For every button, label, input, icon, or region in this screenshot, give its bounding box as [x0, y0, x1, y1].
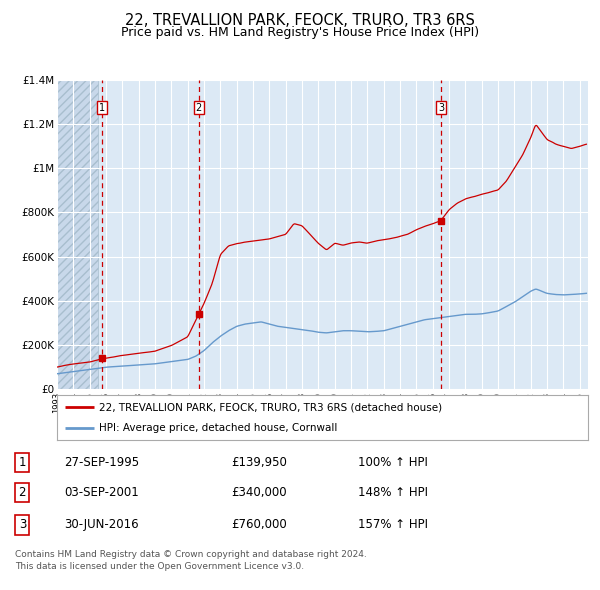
Text: 1: 1: [19, 456, 26, 469]
Text: 22, TREVALLION PARK, FEOCK, TRURO, TR3 6RS (detached house): 22, TREVALLION PARK, FEOCK, TRURO, TR3 6…: [100, 402, 443, 412]
Text: Contains HM Land Registry data © Crown copyright and database right 2024.
This d: Contains HM Land Registry data © Crown c…: [15, 550, 367, 571]
Text: £760,000: £760,000: [231, 518, 287, 531]
Text: HPI: Average price, detached house, Cornwall: HPI: Average price, detached house, Corn…: [100, 422, 338, 432]
Text: 148% ↑ HPI: 148% ↑ HPI: [358, 486, 428, 499]
Text: 2: 2: [19, 486, 26, 499]
Text: 27-SEP-1995: 27-SEP-1995: [64, 456, 139, 469]
Bar: [57, 80, 98, 389]
Text: 100% ↑ HPI: 100% ↑ HPI: [358, 456, 427, 469]
Text: 22, TREVALLION PARK, FEOCK, TRURO, TR3 6RS: 22, TREVALLION PARK, FEOCK, TRURO, TR3 6…: [125, 13, 475, 28]
Text: 1: 1: [99, 103, 105, 113]
Text: £340,000: £340,000: [231, 486, 287, 499]
Text: 30-JUN-2016: 30-JUN-2016: [64, 518, 139, 531]
Text: 3: 3: [438, 103, 444, 113]
Text: 03-SEP-2001: 03-SEP-2001: [64, 486, 139, 499]
Text: Price paid vs. HM Land Registry's House Price Index (HPI): Price paid vs. HM Land Registry's House …: [121, 26, 479, 39]
Text: 3: 3: [19, 518, 26, 531]
Text: £139,950: £139,950: [231, 456, 287, 469]
Text: 2: 2: [196, 103, 202, 113]
Text: 157% ↑ HPI: 157% ↑ HPI: [358, 518, 428, 531]
